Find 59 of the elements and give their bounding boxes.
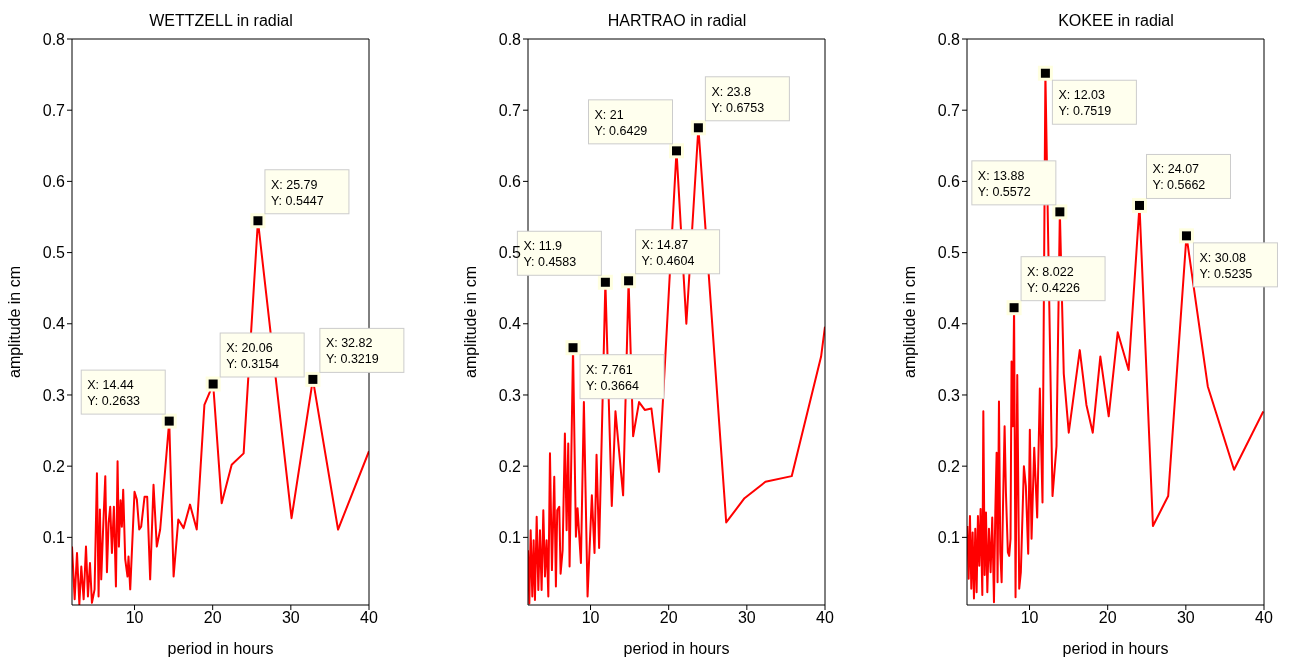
x-tick-label: 40: [1255, 609, 1273, 627]
x-tick-label: 30: [1176, 609, 1195, 627]
annotation: X: 12.03 Y: 0.7519: [1058, 88, 1112, 119]
x-axis-title: period in hours: [167, 640, 274, 657]
chart-title: HARTRAO in radial: [606, 12, 748, 30]
annotation: X: 8.022 Y: 0.4226: [1027, 264, 1080, 295]
annotation: X: 7.761 Y: 0.3664: [586, 362, 639, 393]
annotation: X: 30.08 Y: 0.5235: [1199, 250, 1253, 281]
x-axis-title: period in hours: [623, 640, 730, 657]
y-tick-label: 0.6: [937, 173, 961, 191]
annotation: X: 23.8 Y: 0.6753: [711, 84, 765, 115]
y-tick-label: 0.3: [42, 386, 66, 404]
annotation: X: 14.87 Y: 0.4604: [641, 237, 695, 268]
annotation: X: 25.79 Y: 0.5447: [270, 177, 324, 208]
x-tick-label: 30: [737, 609, 756, 627]
y-tick-label: 0.5: [937, 244, 961, 262]
chart-title: WETTZELL in radial: [148, 12, 294, 30]
x-tick-label: 10: [1020, 609, 1039, 627]
y-tick-label: 0.1: [498, 529, 522, 547]
x-tick-label: 30: [281, 609, 300, 627]
chart-title: KOKEE in radial: [1057, 12, 1175, 30]
y-tick-label: 0.7: [42, 101, 66, 119]
annotation: X: 14.44 Y: 0.2633: [87, 378, 141, 409]
y-tick-label: 0.6: [498, 173, 522, 191]
x-tick-label: 10: [581, 609, 600, 627]
y-tick-label: 0.7: [937, 101, 961, 119]
y-tick-label: 0.4: [42, 315, 66, 333]
y-tick-label: 0.2: [937, 457, 961, 475]
y-tick-label: 0.3: [937, 386, 961, 404]
x-tick-label: 20: [1098, 609, 1117, 627]
y-tick-label: 0.2: [498, 457, 522, 475]
x-tick-label: 20: [203, 609, 222, 627]
x-tick-label: 20: [659, 609, 678, 627]
y-tick-label: 0.5: [498, 244, 522, 262]
x-tick-label: 10: [125, 609, 144, 627]
y-tick-label: 0.8: [498, 30, 522, 48]
annotation: X: 20.06 Y: 0.3154: [226, 341, 280, 372]
annotation: X: 11.9 Y: 0.4583: [523, 239, 577, 270]
annotation: X: 21 Y: 0.6429: [594, 107, 648, 138]
y-tick-label: 0.3: [498, 386, 522, 404]
y-tick-label: 0.8: [937, 30, 961, 48]
y-tick-label: 0.6: [42, 173, 66, 191]
y-tick-label: 0.4: [937, 315, 961, 333]
x-tick-label: 40: [360, 609, 378, 627]
x-tick-label: 40: [816, 609, 834, 627]
y-tick-label: 0.2: [42, 457, 66, 475]
annotation: X: 13.88 Y: 0.5572: [977, 168, 1031, 199]
x-axis-title: period in hours: [1062, 640, 1169, 657]
annotation: X: 32.82 Y: 0.3219: [325, 336, 379, 367]
y-tick-label: 0.1: [42, 529, 66, 547]
y-tick-label: 0.8: [42, 30, 66, 48]
y-tick-label: 0.4: [498, 315, 522, 333]
y-axis-title: amplitude in cm: [900, 265, 918, 379]
y-tick-label: 0.7: [498, 101, 522, 119]
annotation: X: 24.07 Y: 0.5662: [1152, 162, 1206, 193]
y-axis-title: amplitude in cm: [5, 265, 23, 379]
y-tick-label: 0.1: [937, 529, 961, 547]
y-tick-label: 0.5: [42, 244, 66, 262]
y-axis-title: amplitude in cm: [461, 265, 479, 379]
